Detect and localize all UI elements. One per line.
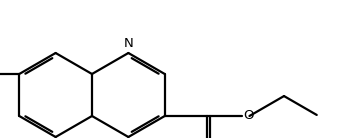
Text: N: N [123, 38, 133, 51]
Text: O: O [243, 109, 254, 122]
